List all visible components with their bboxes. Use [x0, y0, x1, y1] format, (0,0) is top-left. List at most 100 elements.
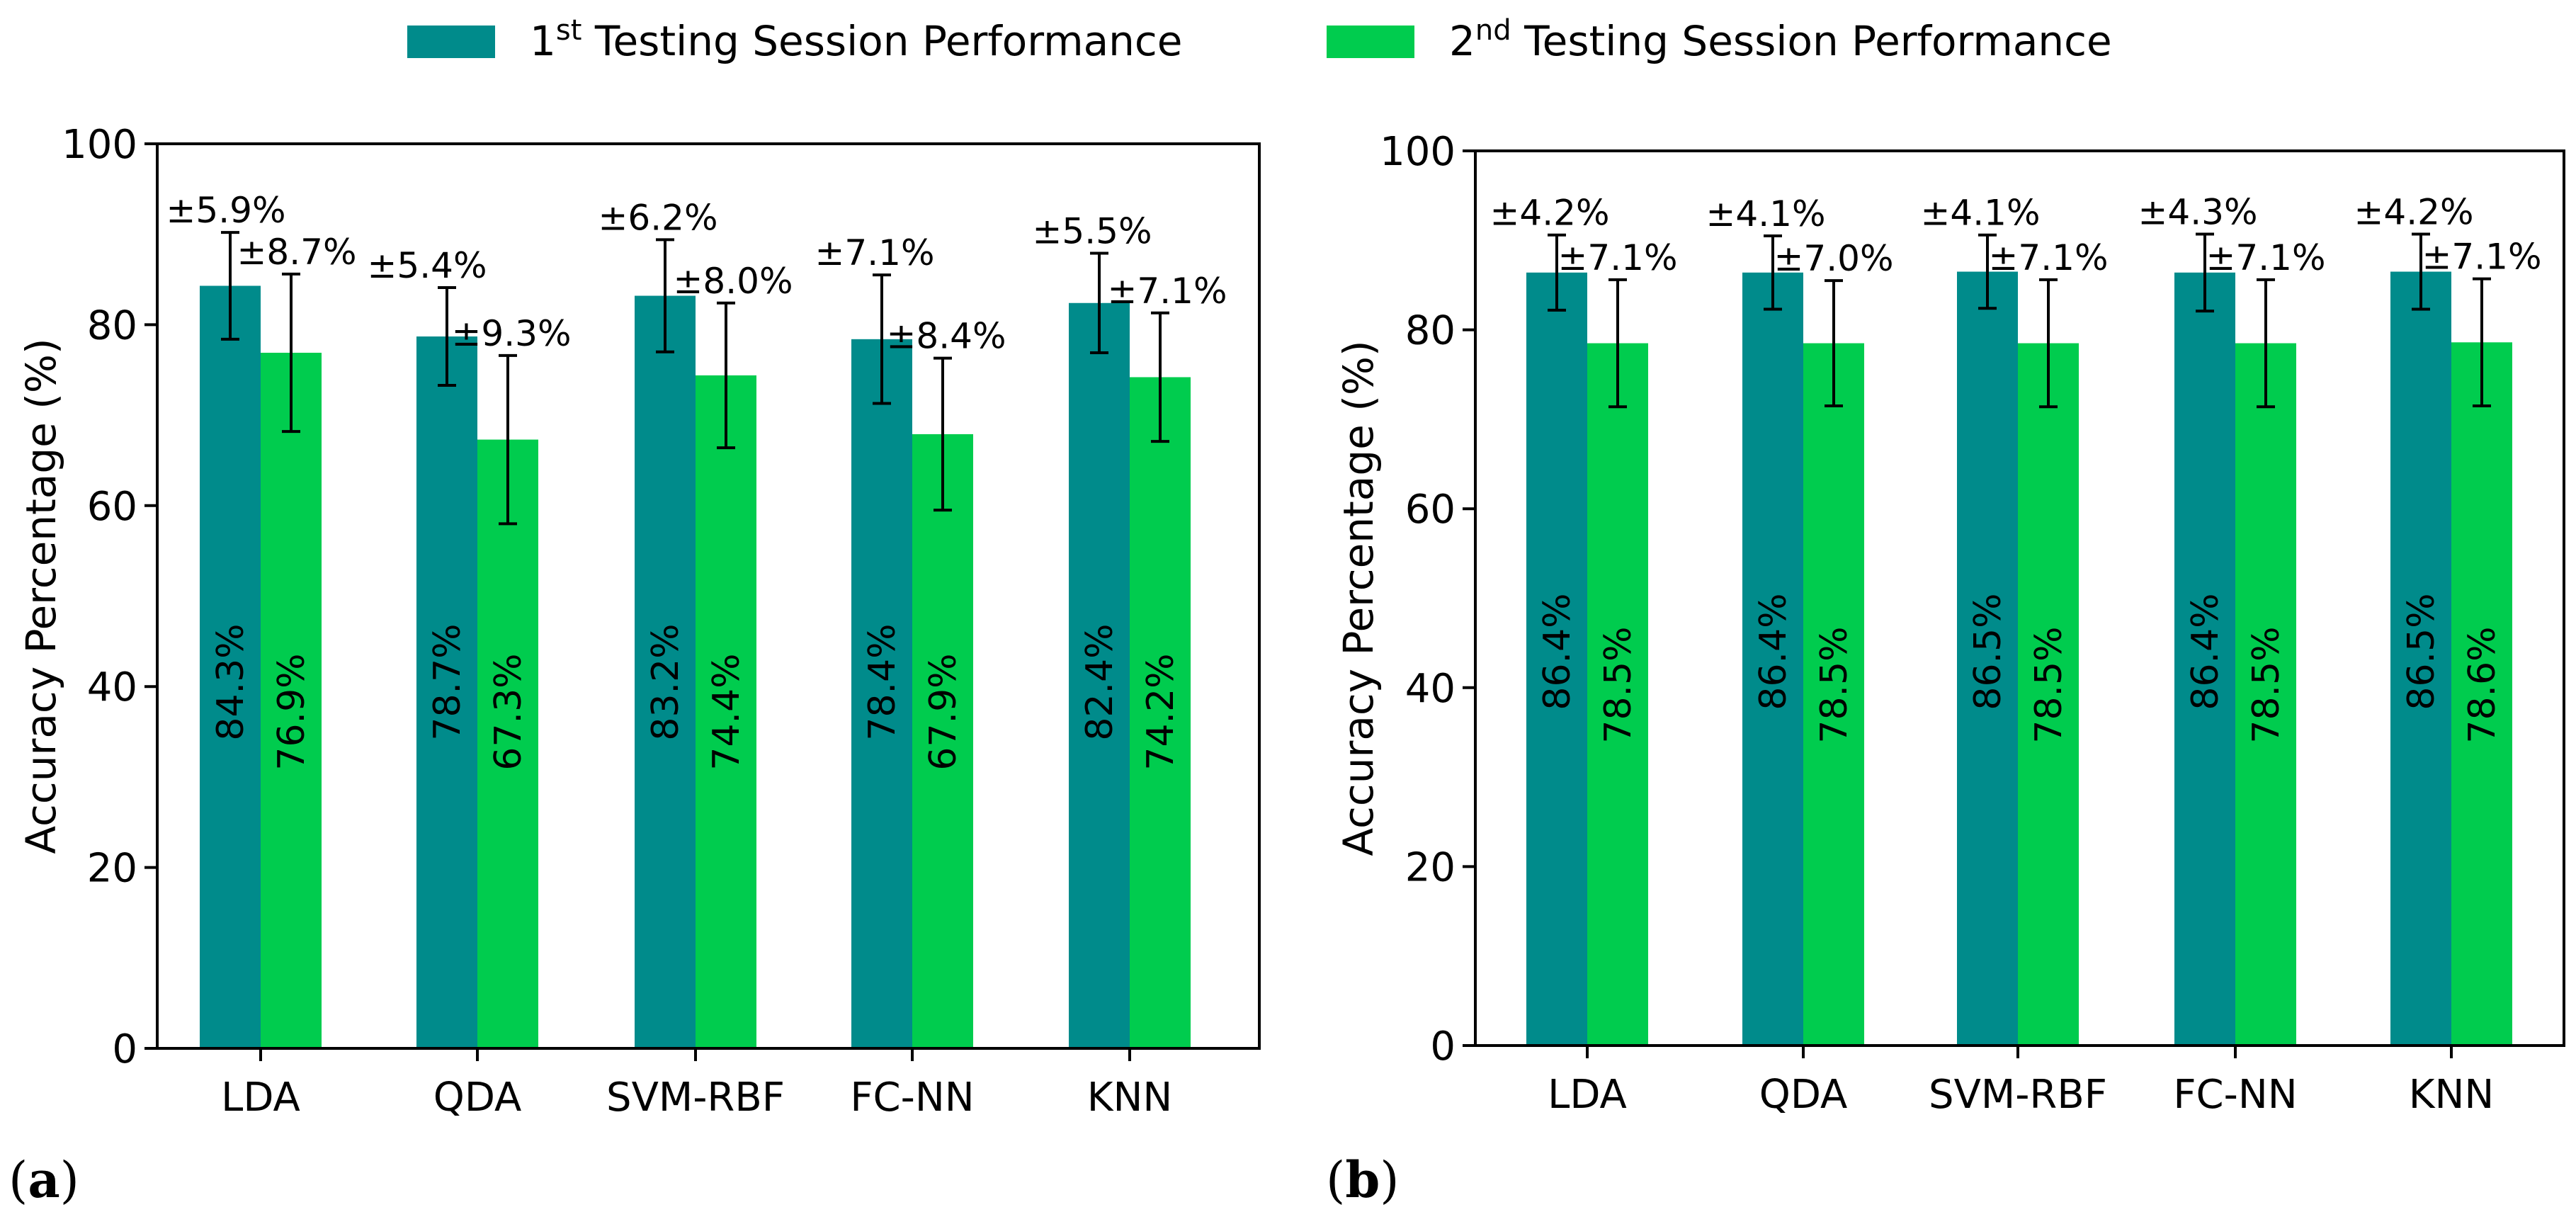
y-tick-label: 40: [1405, 666, 1456, 712]
y-tick-label: 20: [87, 846, 137, 892]
error-label: ±9.3%: [452, 313, 572, 354]
y-tick-label: 40: [87, 664, 137, 710]
error-label: ±4.2%: [2354, 191, 2474, 232]
error-label: ±5.5%: [1033, 211, 1152, 252]
y-tick-label: 0: [112, 1026, 137, 1072]
value-label: 76.9%: [271, 653, 313, 770]
panel-label-letter: b: [1345, 1150, 1380, 1209]
value-label: 78.5%: [2028, 626, 2070, 743]
value-label: 74.2%: [1140, 653, 1182, 770]
bar-knn-series-1: [1069, 302, 1130, 1049]
x-tick-label: KNN: [2409, 1072, 2495, 1118]
plot-frame: [156, 142, 1261, 1050]
bar-fc-nn-series-1: [2174, 272, 2235, 1046]
x-tick-label: FC-NN: [2173, 1072, 2297, 1118]
bar-qda-series-2: [1803, 343, 1864, 1046]
y-axis-title: Accuracy Percentage (%): [1334, 340, 1383, 856]
error-label: ±7.1%: [815, 232, 935, 273]
error-label: ±7.1%: [2206, 237, 2326, 278]
bar-svm-rbf-series-1: [635, 295, 696, 1048]
y-tick-label: 100: [62, 122, 137, 168]
x-tick-label: SVM-RBF: [606, 1075, 785, 1121]
x-tick-label: QDA: [433, 1075, 522, 1121]
chart-panel-b: 0 20 40 60 80 100 Accuracy Percentage (%) ±4.2%…: [1326, 129, 2565, 1209]
error-label: ±4.1%: [1921, 193, 2041, 234]
error-label: ±8.4%: [887, 316, 1006, 357]
panel-label: (a): [8, 1150, 79, 1209]
legend-label-sup: nd: [1475, 14, 1511, 47]
error-label: ±7.0%: [1774, 238, 1894, 279]
value-label: 86.4%: [1536, 593, 1579, 710]
error-label: ±7.1%: [1108, 271, 1227, 312]
bar-svm-rbf-series-1: [1957, 271, 2018, 1046]
x-tick-label: SVM-RBF: [1929, 1072, 2107, 1118]
value-label: 78.4%: [861, 623, 904, 740]
error-label: ±7.1%: [1558, 237, 1678, 278]
panel-label-open: (: [8, 1151, 28, 1209]
value-label: 78.5%: [2245, 626, 2288, 743]
error-label: ±4.3%: [2138, 191, 2258, 232]
bar-lda-series-2: [261, 352, 322, 1048]
value-label: 84.3%: [210, 623, 252, 740]
legend-label-prefix: 2: [1449, 17, 1475, 65]
y-tick-label: 80: [1405, 308, 1456, 354]
bar-fc-nn-series-1: [851, 339, 912, 1048]
y-tick-label: 80: [87, 302, 137, 349]
legend-swatch-1: [407, 26, 495, 58]
y-tick-label: 60: [87, 484, 137, 530]
bar-svm-rbf-series-2: [2018, 343, 2079, 1046]
error-label: ±8.0%: [674, 261, 793, 302]
value-label: 86.4%: [1752, 593, 1795, 710]
value-label: 82.4%: [1079, 623, 1121, 740]
legend-swatch-2: [1327, 26, 1414, 58]
panel-label: (b): [1326, 1150, 1400, 1209]
value-label: 83.2%: [645, 623, 687, 740]
bar-fc-nn-series-2: [912, 434, 973, 1048]
y-tick-label: 60: [1405, 487, 1456, 533]
value-label: 78.6%: [2461, 626, 2504, 743]
panel-label-close: ): [60, 1151, 79, 1209]
x-tick-label: FC-NN: [850, 1075, 974, 1121]
panel-label-open: (: [1326, 1151, 1345, 1209]
error-label: ±5.9%: [166, 190, 286, 231]
legend-label-1: 1st Testing Session Performance: [530, 14, 1183, 65]
error-label: ±8.7%: [237, 232, 357, 273]
x-tick-label: LDA: [221, 1075, 300, 1121]
y-axis-title: Accuracy Percentage (%): [17, 338, 65, 854]
bar-knn-series-2: [2451, 342, 2512, 1046]
error-label: ±7.1%: [2422, 237, 2542, 278]
value-label: 86.4%: [2184, 593, 2227, 710]
legend-label-2: 2nd Testing Session Performance: [1449, 14, 2112, 65]
plot-frame: [1474, 149, 2565, 1047]
legend-label-sup: st: [556, 14, 582, 47]
bar-knn-series-2: [1130, 377, 1191, 1048]
legend-label-prefix: 1: [530, 17, 556, 65]
bar-lda-series-1: [1526, 272, 1587, 1046]
bar-qda-series-1: [1742, 272, 1803, 1046]
y-tick-label: 100: [1380, 129, 1456, 175]
y-tick-label: 0: [1430, 1024, 1456, 1070]
bar-fc-nn-series-2: [2235, 343, 2296, 1046]
x-tick-label: KNN: [1087, 1075, 1173, 1121]
panel-label-close: ): [1380, 1151, 1399, 1209]
bar-knn-series-1: [2390, 271, 2451, 1046]
value-label: 86.5%: [2400, 593, 2443, 710]
bar-lda-series-1: [200, 285, 261, 1048]
panel-label-letter: a: [28, 1150, 59, 1209]
legend: 1st Testing Session Performance 2nd Testi…: [407, 14, 2112, 65]
value-label: 74.4%: [705, 653, 748, 770]
bar-qda-series-1: [416, 336, 477, 1049]
bar-lda-series-2: [1587, 343, 1648, 1046]
legend-label-suffix: Testing Session Performance: [581, 17, 1182, 65]
value-label: 78.5%: [1597, 626, 1640, 743]
error-label: ±4.2%: [1490, 193, 1610, 234]
value-label: 78.5%: [1813, 626, 1856, 743]
value-label: 86.5%: [1967, 593, 2009, 710]
legend-label-suffix: Testing Session Performance: [1511, 17, 2112, 65]
error-label: ±6.2%: [598, 197, 718, 238]
y-tick-label: 20: [1405, 844, 1456, 890]
value-label: 67.3%: [487, 653, 530, 770]
x-tick-label: QDA: [1759, 1072, 1848, 1118]
error-label: ±4.1%: [1706, 193, 1826, 234]
